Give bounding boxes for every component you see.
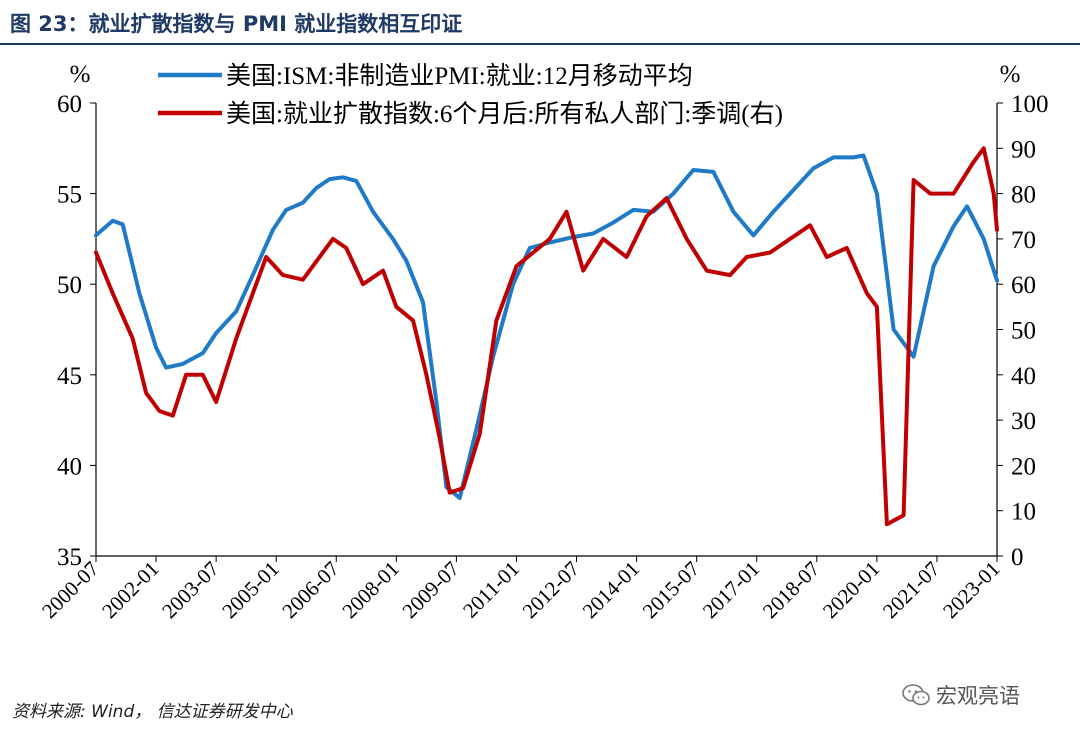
x-tick-label: 2006-07: [277, 557, 343, 623]
watermark: 宏观亮语: [902, 680, 1020, 710]
right-tick-label: 90: [1011, 136, 1036, 163]
legend: 美国:ISM:非制造业PMI:就业:12月移动平均美国:就业扩散指数:6个月后:…: [158, 62, 783, 128]
x-tick-label: 2012-07: [518, 557, 584, 623]
left-tick-label: 45: [57, 363, 82, 390]
left-tick-label: 40: [57, 453, 82, 480]
x-tick-label: 2009-07: [397, 557, 463, 623]
series-line-diffusion-index: [94, 146, 999, 527]
x-tick-label: 2011-01: [458, 557, 524, 623]
right-tick-label: 0: [1011, 544, 1024, 571]
x-tick-label: 2017-01: [698, 557, 764, 623]
figure-title: 图 23：就业扩散指数与 PMI 就业指数相互印证: [10, 12, 463, 36]
right-tick-label: 40: [1011, 363, 1036, 390]
right-tick-label: 100: [1011, 91, 1049, 118]
x-tick-label: 2021-07: [878, 557, 944, 623]
left-axis-unit: %: [70, 61, 91, 88]
x-tick-label: 2008-01: [337, 557, 403, 623]
right-tick-label: 60: [1011, 272, 1036, 299]
x-tick-label: 2005-01: [217, 557, 283, 623]
left-tick-label: 55: [57, 182, 82, 209]
x-tick-label: 2014-01: [578, 557, 644, 623]
x-tick-label: 2015-07: [638, 557, 704, 623]
title-rule: [0, 43, 1080, 45]
left-tick-label: 35: [57, 544, 82, 571]
x-tick-label: 2003-07: [157, 557, 223, 623]
series-line-ism-employment: [94, 153, 999, 500]
right-tick-label: 80: [1011, 182, 1036, 209]
left-tick-label: 50: [57, 272, 82, 299]
right-tick-label: 10: [1011, 499, 1036, 526]
x-tick-label: 2018-07: [758, 557, 824, 623]
right-tick-label: 70: [1011, 227, 1036, 254]
right-tick-label: 30: [1011, 408, 1036, 435]
watermark-text: 宏观亮语: [936, 684, 1020, 708]
right-tick-label: 50: [1011, 318, 1036, 345]
source-note: 资料来源: Wind， 信达证券研发中心: [12, 702, 293, 722]
x-tick-label: 2020-01: [818, 557, 884, 623]
right-tick-label: 20: [1011, 453, 1036, 480]
x-tick-label: 2002-01: [97, 557, 163, 623]
wechat-icon: [902, 684, 930, 706]
left-tick-label: 60: [57, 91, 82, 118]
x-tick-label: 2023-01: [938, 557, 1004, 623]
axes-group: 354045505560%0102030405060708090100%2000…: [37, 61, 1048, 623]
right-axis-unit: %: [1000, 61, 1021, 88]
legend-label: 美国:ISM:非制造业PMI:就业:12月移动平均: [226, 62, 693, 90]
legend-label: 美国:就业扩散指数:6个月后:所有私人部门:季调(右): [226, 100, 783, 128]
series-group: [94, 146, 999, 527]
